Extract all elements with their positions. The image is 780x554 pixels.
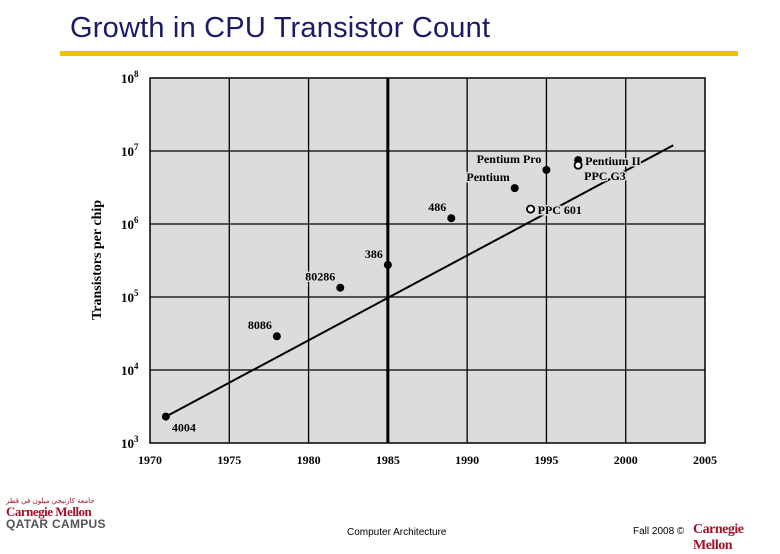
point-80286 bbox=[336, 283, 345, 292]
x-tick-label: 1995 bbox=[534, 453, 558, 467]
label-8086: 8086 bbox=[248, 318, 272, 332]
point-4004 bbox=[161, 412, 170, 421]
y-axis-label: Transistors per chip bbox=[90, 200, 105, 320]
point-pentium bbox=[510, 184, 519, 193]
y-tick-label: 104 bbox=[121, 361, 139, 378]
label-ppc-g3: PPC G3 bbox=[584, 169, 626, 183]
point-386 bbox=[383, 260, 392, 269]
plot-area bbox=[149, 77, 706, 444]
x-tick-label: 1975 bbox=[217, 453, 241, 467]
logo-campus-text: QATAR CAMPUS bbox=[6, 517, 106, 531]
label-pentium: Pentium bbox=[466, 170, 509, 184]
label-pentium-pro: Pentium Pro bbox=[477, 152, 542, 166]
y-tick-label: 106 bbox=[121, 215, 139, 232]
slide-title: Growth in CPU Transistor Count bbox=[70, 12, 491, 44]
transistor-growth-chart: 1970 1975 1980 1985 1990 1995 2000 2005 103 104 10… bbox=[90, 69, 717, 467]
x-tick-label: 1980 bbox=[297, 453, 321, 467]
logo-arabic-text: جامعة كارنيجي ميلون في قطر bbox=[6, 497, 95, 505]
cmu-qatar-logo: جامعة كارنيجي ميلون في قطر Carnegie Mell… bbox=[6, 497, 106, 537]
x-tick-label: 1990 bbox=[455, 453, 479, 467]
label-386: 386 bbox=[365, 247, 383, 261]
label-pentium-ii: Pentium II bbox=[585, 154, 641, 168]
x-tick-label: 1985 bbox=[376, 453, 400, 467]
label-4004: 4004 bbox=[172, 421, 196, 435]
point-ppc-601 bbox=[526, 204, 536, 214]
point-pentium-pro bbox=[542, 165, 551, 174]
y-tick-label: 108 bbox=[121, 69, 139, 86]
footer-course: Computer Architecture bbox=[347, 527, 447, 538]
x-tick-label: 2000 bbox=[614, 453, 638, 467]
title-rule bbox=[60, 51, 738, 56]
logo-cmu-text: Carnegie Mellon bbox=[6, 504, 92, 519]
x-tick-label: 1970 bbox=[138, 453, 162, 467]
trend-line bbox=[165, 144, 674, 418]
label-80286: 80286 bbox=[305, 270, 335, 284]
label-ppc-601: PPC 601 bbox=[538, 203, 582, 217]
footer-date: Fall 2008 © bbox=[633, 526, 685, 537]
label-486: 486 bbox=[428, 200, 446, 214]
point-486 bbox=[447, 214, 456, 223]
point-ppc-g3 bbox=[573, 160, 583, 170]
x-tick-label: 2005 bbox=[693, 453, 717, 467]
y-tick-label: 103 bbox=[121, 434, 139, 451]
footer-cmu-logo: Carnegie Mellon bbox=[693, 522, 744, 553]
point-8086 bbox=[272, 332, 281, 341]
y-tick-label: 105 bbox=[121, 288, 139, 305]
y-tick-label: 107 bbox=[121, 142, 139, 159]
